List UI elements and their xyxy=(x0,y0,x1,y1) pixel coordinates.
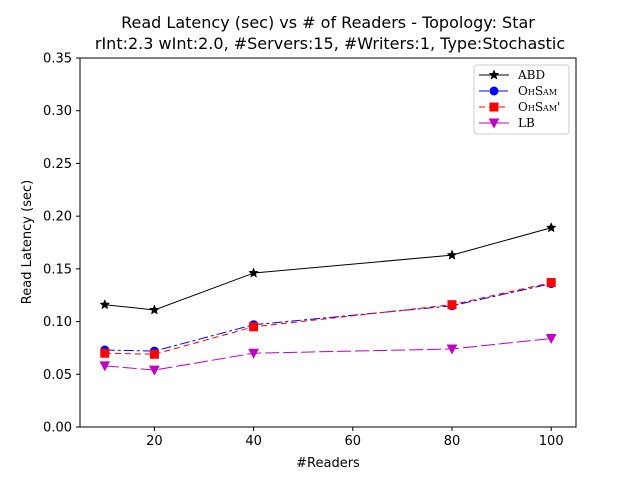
x-tick-label: 80 xyxy=(444,434,461,449)
data-point xyxy=(545,333,557,345)
legend-marker xyxy=(488,118,500,129)
x-tick-label: 40 xyxy=(245,434,262,449)
legend-marker xyxy=(489,86,499,96)
legend-label: ABD xyxy=(517,68,545,82)
series-line xyxy=(104,283,552,352)
legend-label: OhSam' xyxy=(518,100,560,114)
x-axis-label: #Readers xyxy=(296,456,360,471)
chart-subtitle: rInt:2.3 wInt:2.0, #Servers:15, #Writers… xyxy=(95,34,565,53)
data-point xyxy=(248,348,259,359)
y-tick-label: 0.10 xyxy=(43,315,72,330)
series-line xyxy=(104,282,552,355)
data-point xyxy=(149,365,160,376)
y-tick-label: 0.00 xyxy=(43,421,72,436)
data-point xyxy=(99,361,111,372)
y-tick-label: 0.05 xyxy=(43,368,72,383)
legend: ABD OhSam OhSam' LB xyxy=(473,64,570,135)
series-2 xyxy=(100,278,556,359)
y-tick-label: 0.15 xyxy=(43,262,72,277)
series-line xyxy=(104,337,552,371)
x-tick-label: 100 xyxy=(539,434,564,449)
legend-label: OhSam xyxy=(518,84,557,98)
y-tick-label: 0.30 xyxy=(43,104,72,119)
y-tick-label: 0.20 xyxy=(43,210,72,225)
series-0 xyxy=(99,222,557,315)
data-point xyxy=(149,349,159,359)
data-point xyxy=(546,278,556,288)
data-point xyxy=(249,322,259,332)
x-tick-label: 20 xyxy=(146,434,163,449)
y-tick-label: 0.25 xyxy=(43,157,72,172)
data-point xyxy=(99,299,111,310)
data-point xyxy=(248,267,259,278)
y-tick-label: 0.35 xyxy=(43,52,72,67)
legend-marker xyxy=(488,69,500,80)
data-point xyxy=(446,344,458,355)
data-point xyxy=(149,304,160,315)
data-point xyxy=(446,249,458,260)
x-tick-label: 60 xyxy=(345,434,362,449)
chart-title: Read Latency (sec) vs # of Readers - Top… xyxy=(121,13,535,32)
plot-area xyxy=(99,222,557,376)
series-3 xyxy=(99,333,557,376)
legend-marker xyxy=(489,102,499,112)
data-point xyxy=(100,348,110,358)
legend-box xyxy=(473,64,570,135)
y-axis-label: Read Latency (sec) xyxy=(20,180,35,304)
series-1 xyxy=(100,279,556,356)
plot-frame xyxy=(79,57,577,428)
data-point xyxy=(447,300,457,310)
legend-label: LB xyxy=(518,116,535,130)
data-point xyxy=(545,222,557,233)
